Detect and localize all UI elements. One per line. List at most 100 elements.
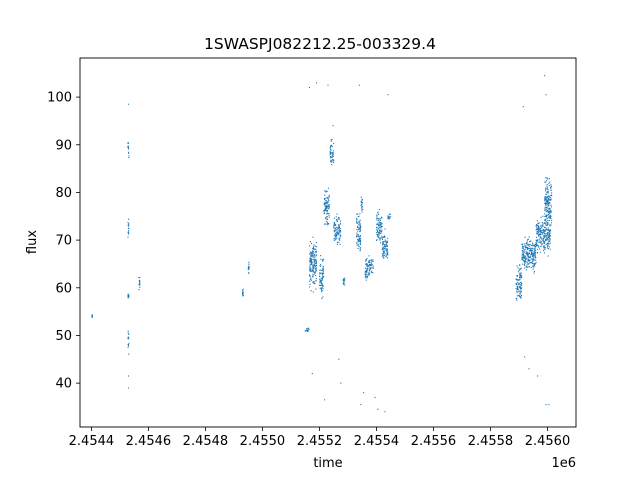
scatter-point (538, 230, 540, 232)
scatter-point (334, 224, 336, 226)
scatter-point (519, 292, 521, 294)
scatter-point (531, 256, 533, 258)
scatter-point (383, 235, 385, 237)
scatter-point (138, 276, 140, 279)
scatter-point (339, 239, 341, 241)
scatter-point (371, 264, 373, 266)
scatter-point (536, 241, 538, 243)
scatter-point (339, 222, 342, 224)
scatter-point (325, 209, 327, 212)
scatter-point (328, 199, 330, 202)
scatter-point (384, 244, 386, 246)
scatter-point (532, 248, 534, 250)
scatter-point (520, 272, 522, 274)
scatter-point (312, 291, 314, 293)
scatter-point (544, 190, 547, 192)
scatter-point (517, 279, 519, 281)
scatter-point (523, 260, 525, 262)
scatter-point (127, 344, 130, 346)
scatter-point (326, 216, 328, 218)
scatter-point (540, 242, 542, 244)
scatter-point (519, 283, 521, 285)
scatter-point (529, 250, 531, 252)
scatter-point (335, 228, 337, 230)
scatter-point (313, 254, 315, 256)
scatter-point (382, 249, 384, 251)
scatter-point (324, 199, 326, 201)
scatter-point (313, 248, 315, 250)
scatter-point (127, 295, 129, 297)
scatter-point (356, 242, 358, 244)
scatter-point (381, 222, 383, 224)
scatter-point (311, 253, 313, 255)
scatter-point (528, 252, 530, 255)
scatter-point (338, 233, 340, 235)
scatter-point (366, 264, 368, 266)
scatter-point (371, 271, 373, 273)
scatter-point (309, 259, 311, 261)
scatter-point (375, 217, 378, 219)
scatter-point (311, 270, 313, 273)
scatter-point (516, 275, 518, 277)
scatter-point (338, 237, 340, 239)
scatter-point (359, 240, 361, 242)
scatter-point (545, 214, 547, 216)
scatter-point (388, 218, 390, 220)
scatter-point (315, 252, 317, 254)
scatter-point (342, 278, 345, 281)
scatter-point (309, 253, 311, 255)
scatter-point (313, 281, 315, 283)
scatter-point (357, 230, 359, 232)
scatter-point (314, 260, 316, 262)
scatter-point (334, 233, 336, 235)
scatter-point (517, 267, 519, 269)
scatter-point (532, 265, 534, 267)
scatter-point (325, 208, 327, 210)
scatter-point (367, 265, 369, 267)
axes-frame (79, 57, 577, 428)
scatter-point (381, 229, 383, 231)
scatter-point (389, 217, 391, 219)
scatter-point (524, 236, 526, 238)
scatter-point (525, 266, 527, 268)
scatter-point (541, 243, 543, 245)
scatter-point (359, 235, 362, 237)
scatter-point (321, 278, 323, 280)
scatter-point (378, 233, 380, 235)
scatter-point (548, 198, 550, 200)
scatter-point (313, 259, 315, 261)
scatter-point (518, 264, 521, 266)
scatter-point (544, 229, 546, 231)
scatter-point (537, 222, 539, 224)
scatter-point (309, 257, 312, 260)
scatter-point (356, 221, 358, 223)
scatter-point (333, 160, 335, 162)
scatter-point (315, 250, 317, 252)
scatter-point (546, 202, 548, 204)
scatter-point (308, 245, 311, 247)
scatter-point (519, 268, 522, 270)
scatter-point (378, 229, 380, 231)
scatter-point (547, 201, 549, 203)
scatter-point (516, 289, 518, 291)
scatter-point (540, 224, 542, 226)
scatter-point (309, 270, 311, 272)
scatter-point (525, 265, 527, 267)
scatter-point (522, 251, 524, 253)
scatter-point (322, 277, 324, 279)
scatter-point (381, 223, 383, 225)
scatter-point (383, 246, 385, 248)
scatter-point (550, 212, 552, 214)
y-tick-label: 60 (55, 281, 72, 296)
scatter-point (127, 103, 130, 105)
scatter-point (382, 253, 384, 255)
scatter-point (536, 244, 538, 246)
scatter-point (539, 229, 542, 231)
scatter-point (522, 245, 524, 248)
scatter-point (370, 267, 372, 269)
scatter-point (548, 211, 550, 213)
scatter-point (309, 266, 311, 268)
scatter-point (127, 231, 129, 233)
scatter-point (372, 265, 374, 267)
scatter-point (384, 236, 386, 238)
